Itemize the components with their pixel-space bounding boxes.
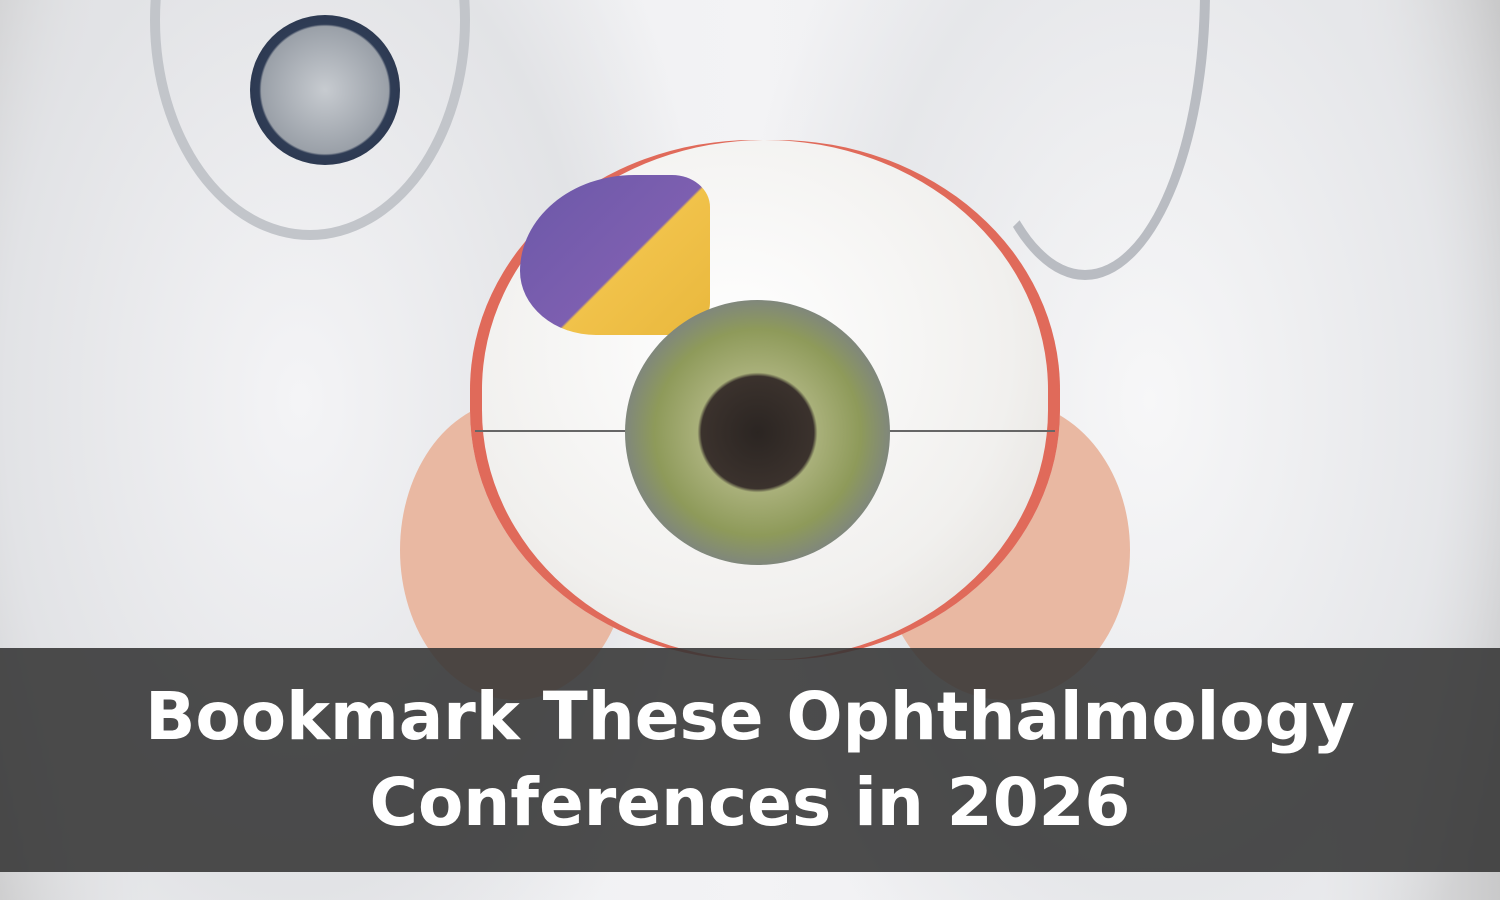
headline-line-1: Bookmark These Ophthalmology [145, 678, 1355, 755]
headline-line-2: Conferences in 2026 [369, 764, 1131, 841]
headline-banner: Bookmark These Ophthalmology Conferences… [0, 648, 1500, 872]
eye-model-muscle-section [520, 175, 710, 335]
eye-model-iris [625, 300, 890, 565]
stethoscope-chestpiece [250, 15, 400, 165]
